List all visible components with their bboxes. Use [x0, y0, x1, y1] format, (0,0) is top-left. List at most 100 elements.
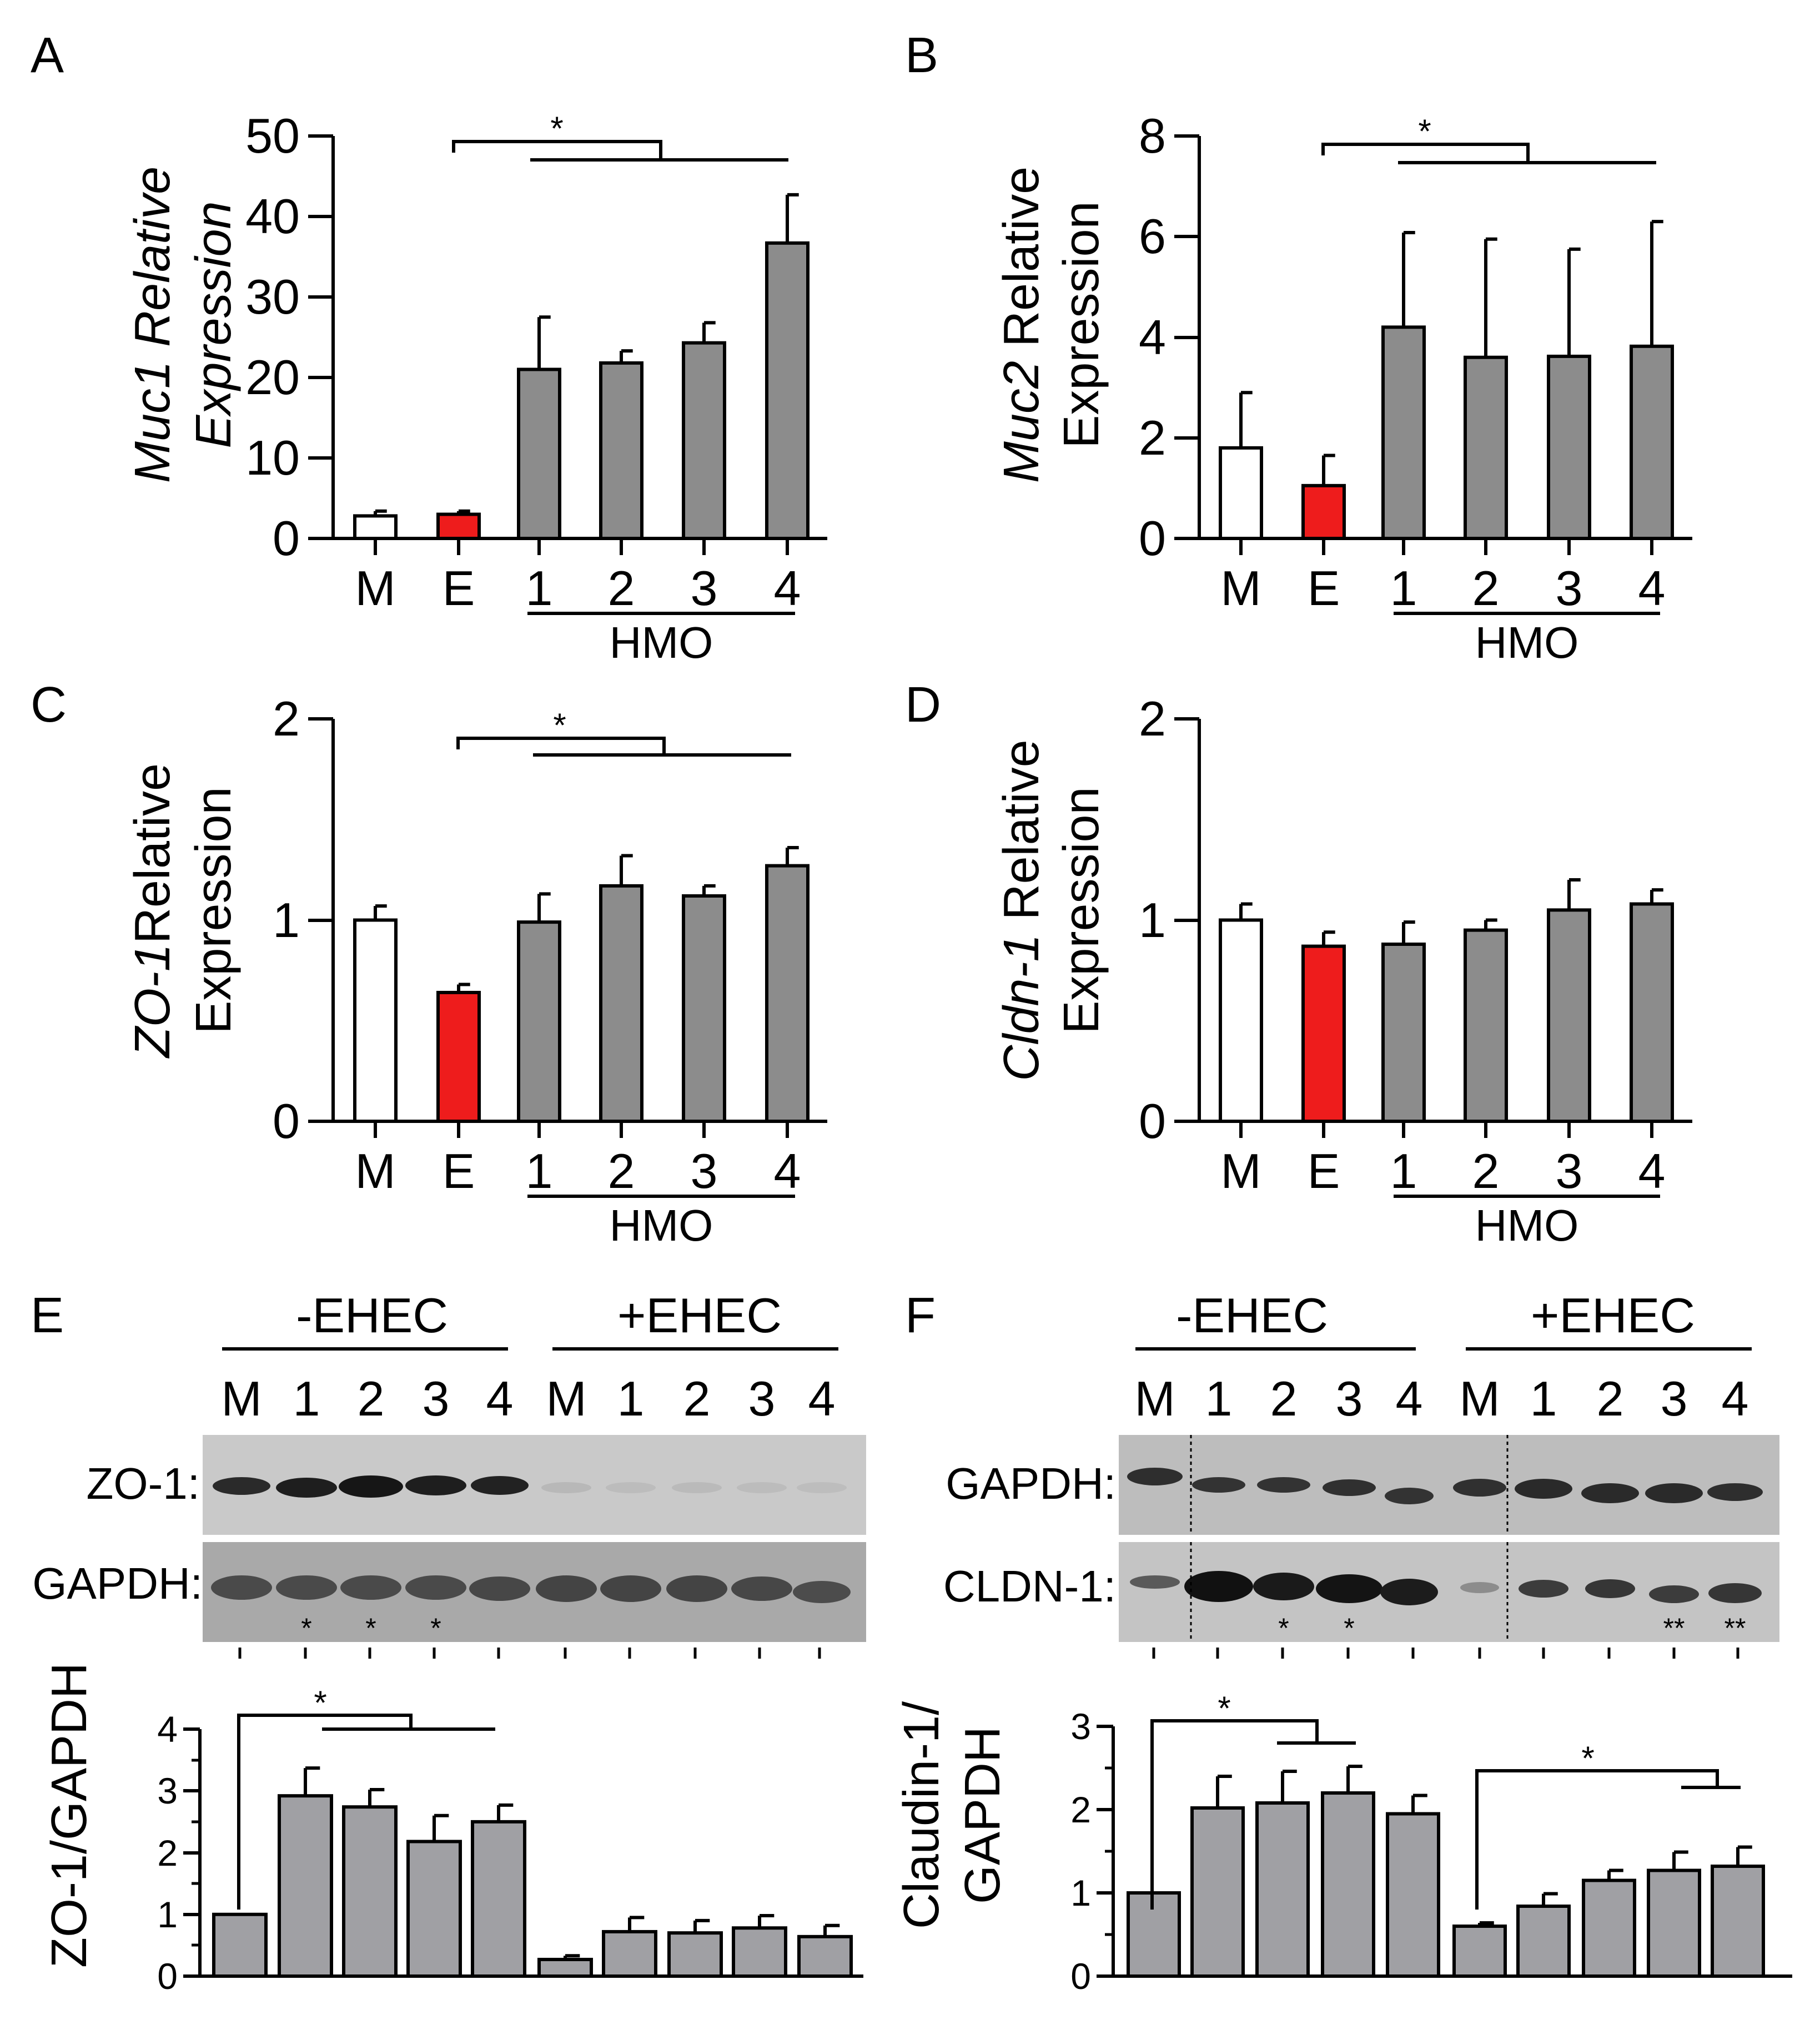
- panel-c-xtick-3: 3: [691, 1144, 718, 1198]
- panel-a-xtick-m: M: [355, 561, 395, 616]
- panel-d-xtick-3: 3: [1556, 1144, 1583, 1198]
- panel-b-ytick-4: 4: [1139, 310, 1166, 365]
- panel-d: Cldn-1 Relative Expression 0 1 2 M E 1 2…: [994, 691, 1692, 1250]
- panel-f: -EHEC +EHEC M 1 2 3 4 M 1 2 3 4: [894, 1288, 1792, 1997]
- bar: [1301, 944, 1346, 1123]
- bar: [1630, 902, 1674, 1123]
- panel-e-blot-gapdh: * * * GAPDH:: [32, 1542, 866, 1644]
- panel-e-lane-1a: 1: [293, 1371, 320, 1426]
- bar: [406, 1840, 462, 1978]
- bar: [667, 1931, 723, 1978]
- bar: [537, 1957, 593, 1978]
- panel-a-ytick-20: 20: [245, 350, 300, 405]
- bar: [1582, 1878, 1636, 1978]
- panel-c-bars: [353, 846, 810, 1123]
- panel-d-xtick-m: M: [1220, 1144, 1261, 1198]
- panel-d-ylabel-line2: Expression: [1054, 787, 1109, 1034]
- panel-d-ytick-1: 1: [1139, 893, 1166, 948]
- panel-a-xtick-e: E: [443, 561, 475, 616]
- bar: [1190, 1806, 1245, 1978]
- bar: [278, 1794, 333, 1978]
- bar: [732, 1926, 787, 1978]
- panel-b-xtick-m: M: [1220, 561, 1261, 616]
- bar: [1516, 1905, 1571, 1978]
- panel-e-lane-4b: 4: [808, 1371, 836, 1426]
- panel-f-ytick-0: 0: [1070, 1956, 1091, 1997]
- panel-e-lane-3b: 3: [748, 1371, 776, 1426]
- panel-a-bars: [353, 193, 810, 541]
- panel-e-lane-headers: -EHEC +EHEC M 1 2 3 4 M 1 2 3 4: [221, 1288, 838, 1426]
- panel-d-y-axis: 0 1 2: [1139, 691, 1201, 1148]
- panel-d-xtick-4: 4: [1638, 1144, 1666, 1198]
- bar: [1219, 446, 1263, 540]
- bar: [1630, 344, 1674, 540]
- panel-f-lane-1b: 1: [1530, 1371, 1557, 1426]
- panel-d-bars: [1219, 878, 1674, 1123]
- panel-letter-c: C: [31, 677, 67, 733]
- panel-e: -EHEC +EHEC M 1 2 3 4 M 1 2 3 4: [32, 1288, 866, 1997]
- panel-e-bars: [212, 1766, 853, 1978]
- panel-e-lane-4a: 4: [486, 1371, 514, 1426]
- bar: [436, 991, 481, 1123]
- panel-b-y-axis: 0 2 4 6 8: [1139, 108, 1201, 566]
- bar: [1647, 1868, 1701, 1978]
- panel-f-ylabel-line1: Claudin-1/: [894, 1701, 949, 1929]
- panel-f-lane-4b: 4: [1722, 1371, 1749, 1426]
- panel-b-x-axis: M E 1 2 3 4 HMO: [1199, 537, 1692, 667]
- panel-letter-d: D: [905, 677, 941, 733]
- panel-d-xtick-1: 1: [1390, 1144, 1417, 1198]
- panel-e-lane-2b: 2: [683, 1371, 711, 1426]
- panel-c-xtick-2: 2: [608, 1144, 635, 1198]
- panel-b-xtick-4: 4: [1638, 561, 1666, 616]
- panel-f-blot-label-gapdh: GAPDH:: [946, 1459, 1116, 1508]
- panel-e-lane-1b: 1: [617, 1371, 645, 1426]
- panel-a-ytick-10: 10: [245, 430, 300, 485]
- bar: [1711, 1865, 1765, 1978]
- bar: [1386, 1812, 1440, 1978]
- panel-c-xtick-m: M: [355, 1144, 395, 1198]
- bar: [682, 894, 726, 1123]
- panel-c-ytick-2: 2: [273, 691, 300, 746]
- panel-b-ytick-0: 0: [1139, 511, 1166, 566]
- panel-b-xtick-3: 3: [1556, 561, 1583, 616]
- panel-e-lane-ticks: [238, 1648, 821, 1659]
- panel-e-ytick-2: 2: [157, 1832, 178, 1873]
- bar: [1547, 354, 1591, 540]
- panel-a-significance-star: *: [550, 110, 563, 147]
- panel-f-lane-m2: M: [1459, 1371, 1500, 1426]
- panel-f-lane-m1: M: [1134, 1371, 1175, 1426]
- panel-a-ylabel-line2: Expression: [186, 201, 242, 448]
- panel-b-bars: [1219, 220, 1674, 540]
- bar: [1381, 943, 1426, 1123]
- panel-e-group-plus-ehec: +EHEC: [617, 1288, 782, 1343]
- panel-a-ytick-40: 40: [245, 189, 300, 244]
- panel-e-blot-mark-2: *: [365, 1613, 376, 1644]
- panel-f-bars: [1127, 1765, 1765, 1978]
- panel-c-significance: *: [456, 707, 791, 757]
- panel-d-ytick-2: 2: [1139, 691, 1166, 746]
- panel-d-xtick-2: 2: [1472, 1144, 1500, 1198]
- panel-a-ytick-0: 0: [273, 511, 300, 566]
- panel-a-xtick-2: 2: [608, 561, 635, 616]
- panel-d-xtick-e: E: [1308, 1144, 1340, 1198]
- panel-f-lane-4a: 4: [1396, 1371, 1423, 1426]
- panel-b: Muc2 Relative Expression 0 2 4 6 8 M E 1: [994, 108, 1692, 667]
- panel-a-ytick-30: 30: [245, 269, 300, 324]
- panel-b-group-label: HMO: [1475, 618, 1579, 667]
- panel-f-ytick-3: 3: [1070, 1706, 1091, 1747]
- panel-b-significance: *: [1321, 113, 1656, 164]
- panel-b-xtick-1: 1: [1390, 561, 1417, 616]
- panel-f-lane-1a: 1: [1205, 1371, 1233, 1426]
- panel-e-lane-2a: 2: [358, 1371, 385, 1426]
- panel-e-blot-label-gapdh: GAPDH:: [32, 1559, 203, 1608]
- panel-a-y-axis: 0 10 20 30 40 50: [245, 108, 335, 566]
- panel-f-blot-mark-2: *: [1344, 1613, 1354, 1644]
- panel-e-lane-m1: M: [221, 1371, 262, 1426]
- panel-e-significance: *: [237, 1684, 495, 1910]
- panel-f-blot-mark-1: *: [1278, 1613, 1289, 1644]
- panel-f-lane-3b: 3: [1661, 1371, 1688, 1426]
- panel-a-xtick-1: 1: [526, 561, 553, 616]
- panel-f-lane-ticks: [1152, 1648, 1739, 1659]
- panel-a-ytick-50: 50: [245, 108, 300, 163]
